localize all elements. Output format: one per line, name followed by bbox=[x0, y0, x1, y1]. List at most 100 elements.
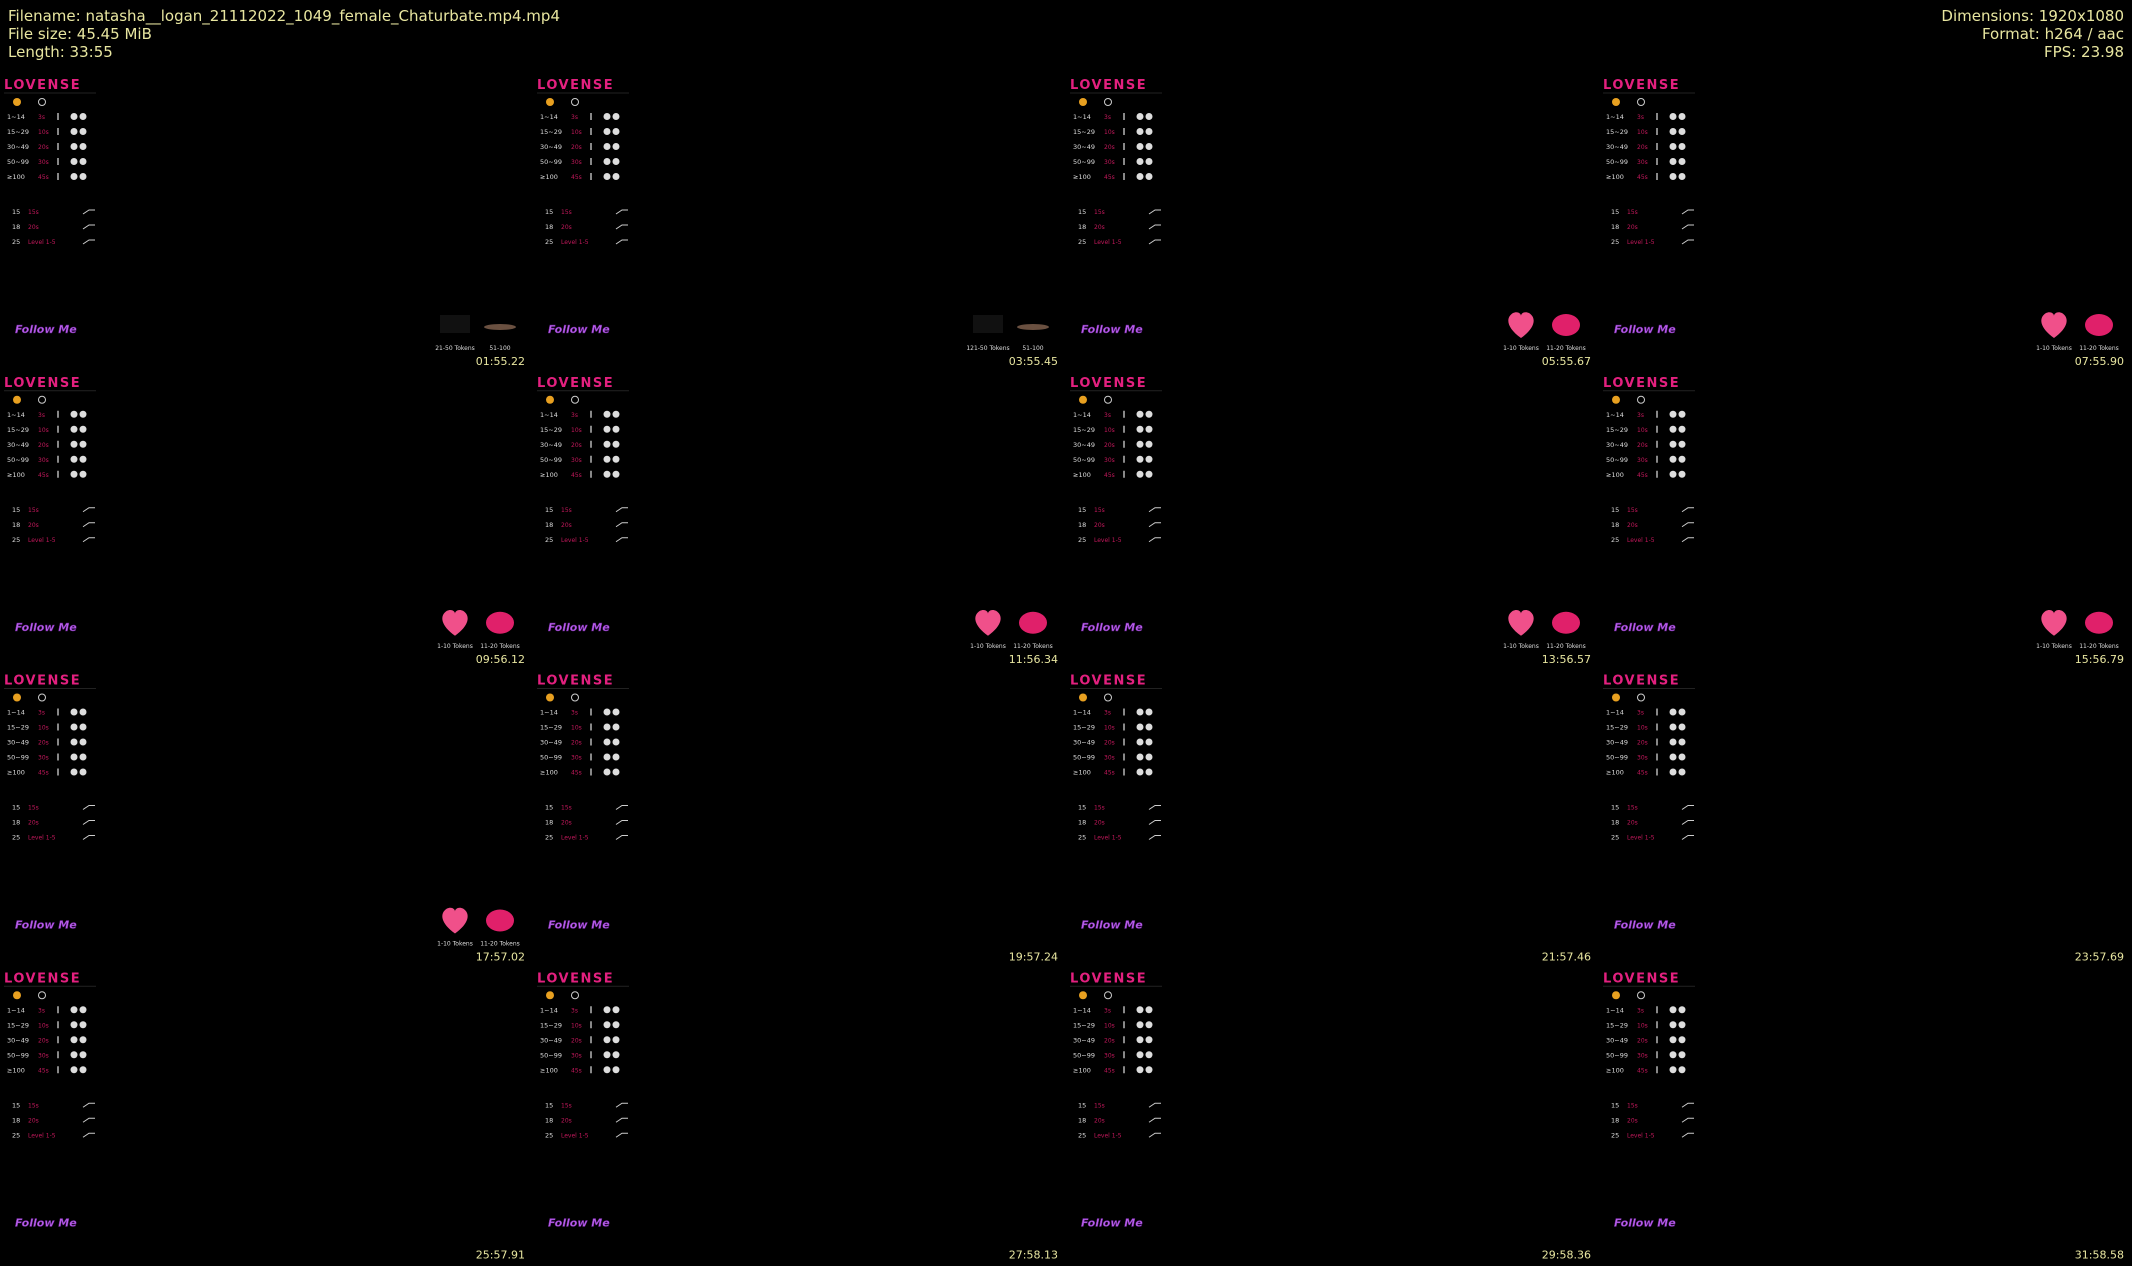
level-icon bbox=[1669, 1036, 1677, 1044]
level-icon bbox=[1678, 738, 1686, 746]
level-bar bbox=[590, 723, 592, 731]
level-icon bbox=[1136, 1036, 1144, 1044]
level-bar bbox=[590, 738, 592, 746]
special-value: 15s bbox=[1627, 209, 1638, 216]
level-duration: 3s bbox=[571, 1007, 578, 1014]
pattern-icon bbox=[615, 239, 628, 245]
level-range: 1~14 bbox=[1073, 1006, 1091, 1014]
special-count: 18 bbox=[12, 223, 20, 231]
heart-sticker bbox=[442, 609, 468, 636]
level-bar bbox=[1656, 1066, 1658, 1074]
pattern-icon bbox=[1148, 537, 1161, 543]
level-icon bbox=[79, 143, 87, 150]
coin-icon bbox=[546, 693, 554, 702]
level-icon bbox=[1669, 708, 1677, 716]
level-bar bbox=[1656, 128, 1658, 135]
level-duration: 20s bbox=[38, 144, 49, 151]
special-count: 15 bbox=[12, 1101, 20, 1109]
special-count: 18 bbox=[1078, 819, 1086, 827]
level-duration: 45s bbox=[1104, 770, 1115, 777]
level-icon bbox=[70, 128, 78, 135]
level-range: ≥100 bbox=[1606, 173, 1624, 181]
token-label: 11-20 Tokens bbox=[2079, 345, 2119, 352]
level-range: 15~29 bbox=[1073, 426, 1095, 434]
heart-sticker bbox=[2041, 312, 2067, 338]
level-duration: 45s bbox=[1637, 1067, 1648, 1074]
level-icon bbox=[79, 708, 87, 716]
level-icon bbox=[1136, 753, 1144, 761]
level-duration: 20s bbox=[1104, 1037, 1115, 1044]
clock-icon bbox=[1104, 693, 1112, 702]
token-label: 1-10 Tokens bbox=[1503, 345, 1539, 352]
pattern-icon bbox=[615, 224, 628, 230]
level-duration: 30s bbox=[571, 457, 582, 464]
special-value: Level 1-5 bbox=[28, 835, 56, 842]
level-range: 1~14 bbox=[1073, 411, 1091, 419]
level-bar bbox=[1656, 1006, 1658, 1014]
level-range: 30~49 bbox=[1073, 1036, 1095, 1044]
level-duration: 30s bbox=[571, 1052, 582, 1059]
level-icon bbox=[79, 410, 87, 418]
special-value: Level 1-5 bbox=[1627, 835, 1655, 842]
level-icon bbox=[70, 1051, 78, 1059]
level-duration: 3s bbox=[571, 412, 578, 419]
level-duration: 20s bbox=[38, 442, 49, 449]
level-icon bbox=[79, 1051, 87, 1059]
special-value: 15s bbox=[1094, 805, 1105, 812]
level-bar bbox=[1656, 440, 1658, 448]
level-icon bbox=[70, 143, 78, 150]
special-value: 15s bbox=[1094, 1102, 1105, 1109]
level-icon bbox=[603, 753, 611, 761]
level-bar bbox=[590, 425, 592, 433]
special-value: 20s bbox=[561, 224, 572, 231]
special-count: 18 bbox=[12, 1116, 20, 1124]
pattern-icon bbox=[615, 820, 628, 825]
level-icon bbox=[1669, 425, 1677, 433]
level-icon bbox=[612, 173, 620, 180]
special-value: 20s bbox=[1094, 522, 1105, 529]
level-range: ≥100 bbox=[1073, 769, 1091, 777]
level-bar bbox=[1123, 455, 1125, 463]
clock-icon bbox=[571, 98, 579, 106]
level-icon bbox=[612, 440, 620, 448]
level-bar bbox=[1123, 753, 1125, 761]
special-count: 18 bbox=[12, 819, 20, 827]
special-count: 25 bbox=[545, 536, 553, 544]
clock-icon bbox=[1104, 991, 1112, 1000]
pattern-icon bbox=[82, 537, 95, 543]
thumbnail: LOVENSE 1~14 3s 15~29 10s 30~49 20s 50~99 30s ≥10… bbox=[4, 674, 525, 964]
token-label: 51-100 bbox=[1022, 345, 1043, 352]
level-duration: 10s bbox=[1104, 1022, 1115, 1029]
pattern-icon bbox=[1681, 1102, 1694, 1108]
coin-icon bbox=[1079, 693, 1087, 702]
level-duration: 45s bbox=[38, 174, 49, 181]
level-bar bbox=[1656, 410, 1658, 418]
level-duration: 10s bbox=[38, 1022, 49, 1029]
level-bar bbox=[590, 113, 592, 120]
level-icon bbox=[1669, 753, 1677, 761]
lovense-logo: LOVENSE bbox=[1070, 674, 1147, 689]
lovense-logo: LOVENSE bbox=[537, 971, 614, 986]
pattern-icon bbox=[82, 835, 95, 840]
level-bar bbox=[1656, 158, 1658, 165]
thumbnail: LOVENSE 1~14 3s 15~29 10s 30~49 20s 50~99 30s ≥10… bbox=[4, 376, 525, 666]
special-value: Level 1-5 bbox=[1094, 835, 1122, 842]
level-range: 1~14 bbox=[1606, 113, 1624, 121]
level-bar bbox=[590, 768, 592, 776]
clock-icon bbox=[1637, 395, 1645, 404]
level-duration: 3s bbox=[571, 710, 578, 717]
follow-me: Follow Me bbox=[548, 621, 610, 634]
level-duration: 10s bbox=[1104, 427, 1115, 434]
level-duration: 30s bbox=[571, 755, 582, 762]
pattern-icon bbox=[82, 507, 95, 513]
level-bar bbox=[590, 143, 592, 150]
level-icon bbox=[70, 410, 78, 418]
level-duration: 45s bbox=[571, 174, 582, 181]
level-icon bbox=[1136, 128, 1144, 135]
clock-icon bbox=[571, 693, 579, 702]
level-icon bbox=[79, 723, 87, 731]
level-icon bbox=[1136, 440, 1144, 448]
level-icon bbox=[1136, 158, 1144, 165]
level-duration: 10s bbox=[1637, 427, 1648, 434]
level-bar bbox=[1123, 768, 1125, 776]
